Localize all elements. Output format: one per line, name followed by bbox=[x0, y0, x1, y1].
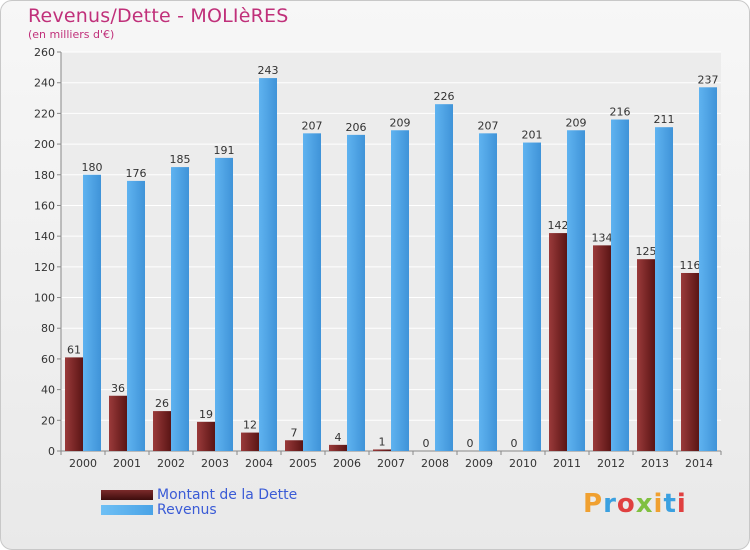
bar-debt bbox=[329, 444, 347, 451]
data-label-revenue: 185 bbox=[170, 153, 191, 166]
y-tick-label: 120 bbox=[34, 261, 55, 274]
y-tick-label: 260 bbox=[34, 46, 55, 59]
data-label-revenue: 207 bbox=[478, 119, 499, 132]
legend-item-debt: Montant de la Dette bbox=[101, 487, 297, 503]
data-label-revenue: 216 bbox=[610, 106, 631, 119]
x-tick-label: 2003 bbox=[201, 457, 229, 470]
legend-label-debt: Montant de la Dette bbox=[157, 487, 298, 503]
data-label-debt: 142 bbox=[548, 219, 569, 232]
bar-revenue bbox=[127, 180, 145, 451]
x-tick-label: 2004 bbox=[245, 457, 273, 470]
data-label-revenue: 243 bbox=[258, 64, 279, 77]
bar-revenue bbox=[611, 119, 629, 452]
x-tick-label: 2000 bbox=[69, 457, 97, 470]
y-tick-label: 80 bbox=[41, 322, 55, 335]
bar-revenue bbox=[303, 133, 321, 452]
data-label-debt: 0 bbox=[423, 437, 430, 450]
bar-revenue bbox=[435, 104, 453, 451]
x-tick-label: 2010 bbox=[509, 457, 537, 470]
data-label-revenue: 191 bbox=[214, 144, 235, 157]
bar-revenue bbox=[171, 167, 189, 451]
bar-revenue bbox=[391, 130, 409, 451]
data-label-revenue: 207 bbox=[302, 119, 323, 132]
legend-swatch-revenue bbox=[101, 505, 153, 515]
data-label-debt: 7 bbox=[291, 426, 298, 439]
data-label-revenue: 180 bbox=[82, 161, 103, 174]
bar-debt bbox=[549, 233, 567, 451]
data-label-debt: 12 bbox=[243, 419, 257, 432]
bar-debt bbox=[109, 395, 127, 451]
bar-debt bbox=[373, 449, 391, 451]
data-label-debt: 125 bbox=[636, 245, 657, 258]
legend-label-revenue: Revenus bbox=[157, 502, 217, 518]
chart-title: Revenus/Dette - MOLIèRES bbox=[28, 5, 289, 27]
proxiti-logo: Proxiti bbox=[583, 489, 687, 519]
bar-revenue bbox=[523, 142, 541, 452]
y-tick-label: 20 bbox=[41, 414, 55, 427]
bar-debt bbox=[637, 259, 655, 451]
bar-revenue bbox=[83, 174, 101, 451]
x-tick-label: 2011 bbox=[553, 457, 581, 470]
y-tick-label: 180 bbox=[34, 169, 55, 182]
bar-revenue bbox=[655, 127, 673, 451]
data-label-debt: 134 bbox=[592, 231, 613, 244]
data-label-debt: 4 bbox=[335, 431, 342, 444]
data-label-debt: 26 bbox=[155, 397, 169, 410]
data-label-debt: 1 bbox=[379, 435, 386, 448]
chart-subtitle: (en milliers d'€) bbox=[28, 28, 115, 41]
x-tick-label: 2002 bbox=[157, 457, 185, 470]
bar-debt bbox=[593, 245, 611, 451]
x-tick-label: 2006 bbox=[333, 457, 361, 470]
x-tick-label: 2007 bbox=[377, 457, 405, 470]
y-tick-label: 220 bbox=[34, 107, 55, 120]
data-label-revenue: 176 bbox=[126, 167, 147, 180]
x-tick-label: 2013 bbox=[641, 457, 669, 470]
bar-debt bbox=[285, 440, 303, 451]
x-tick-label: 2005 bbox=[289, 457, 317, 470]
bar-debt bbox=[153, 411, 171, 451]
y-tick-label: 40 bbox=[41, 384, 55, 397]
data-label-revenue: 201 bbox=[522, 129, 543, 142]
data-label-debt: 116 bbox=[680, 259, 701, 272]
x-tick-label: 2012 bbox=[597, 457, 625, 470]
data-label-revenue: 209 bbox=[390, 116, 411, 129]
data-label-revenue: 209 bbox=[566, 116, 587, 129]
bar-debt bbox=[65, 357, 83, 451]
data-label-revenue: 226 bbox=[434, 90, 455, 103]
data-label-revenue: 211 bbox=[654, 113, 675, 126]
data-label-debt: 61 bbox=[67, 343, 81, 356]
y-tick-label: 140 bbox=[34, 230, 55, 243]
x-tick-label: 2001 bbox=[113, 457, 141, 470]
x-tick-label: 2008 bbox=[421, 457, 449, 470]
bar-revenue bbox=[479, 133, 497, 452]
data-label-debt: 0 bbox=[511, 437, 518, 450]
y-tick-label: 240 bbox=[34, 77, 55, 90]
y-tick-label: 100 bbox=[34, 292, 55, 305]
y-tick-label: 160 bbox=[34, 199, 55, 212]
bar-revenue bbox=[215, 157, 233, 451]
bar-revenue bbox=[699, 87, 717, 452]
bar-debt bbox=[197, 421, 215, 451]
bar-revenue bbox=[259, 78, 277, 451]
data-label-revenue: 206 bbox=[346, 121, 367, 134]
legend-item-revenue: Revenus bbox=[101, 502, 217, 518]
y-tick-label: 60 bbox=[41, 353, 55, 366]
bar-debt bbox=[241, 432, 259, 451]
legend-swatch-debt bbox=[101, 490, 153, 500]
y-tick-label: 200 bbox=[34, 138, 55, 151]
y-tick-label: 0 bbox=[48, 445, 55, 458]
data-label-revenue: 237 bbox=[698, 73, 719, 86]
data-label-debt: 0 bbox=[467, 437, 474, 450]
data-label-debt: 19 bbox=[199, 408, 213, 421]
bar-debt bbox=[681, 272, 699, 451]
x-tick-label: 2014 bbox=[685, 457, 713, 470]
data-label-debt: 36 bbox=[111, 382, 125, 395]
x-tick-label: 2009 bbox=[465, 457, 493, 470]
bar-revenue bbox=[347, 134, 365, 451]
bar-revenue bbox=[567, 130, 585, 451]
